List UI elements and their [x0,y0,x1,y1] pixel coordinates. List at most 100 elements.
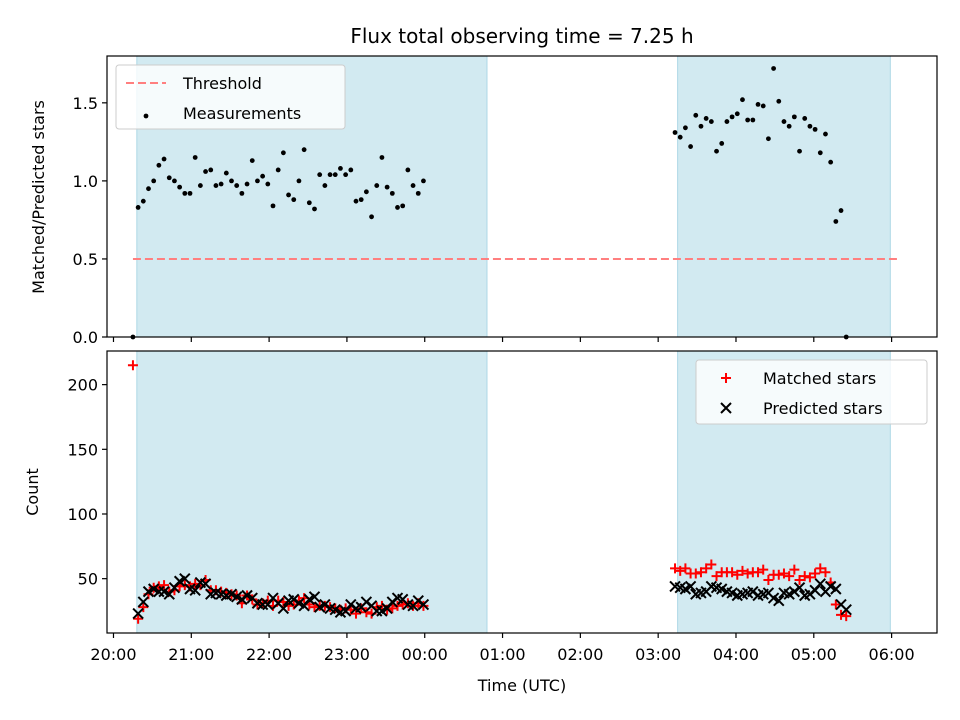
measurement-point [714,148,719,154]
matched-star-point [836,609,847,620]
predicted-star-point [132,607,144,620]
bottom-axes-frame [106,350,938,634]
top-legend-box [115,64,346,130]
bottom-legend-box [695,359,928,425]
measurement-point [270,203,276,209]
measurement-point [405,167,411,173]
bottom-y-tick-label: 200 [67,376,98,395]
measurement-point [197,183,203,188]
predicted-star-point [793,582,806,594]
measurement-point [729,114,735,120]
measurement-point [745,117,751,123]
measurement-point [781,119,787,124]
bottom-panel: Count 50 100 150 200 20:00 21:00 22:00 23:00 00:… [23,350,938,664]
measurement-point [343,172,349,178]
predicted-star-point [417,598,430,611]
measurement-point [353,198,359,204]
measurement-point [817,150,823,156]
measurement-point [312,206,317,212]
measurement-point [693,112,699,118]
measurement-point [421,178,426,184]
legend-matched-marker [721,373,731,383]
matched-star-point [701,563,712,574]
x-tick-label: 02:00 [557,645,603,664]
matched-star-point [815,563,826,574]
measurement-point [389,190,395,196]
measurement-point [797,148,802,154]
matched-star-point [695,567,706,578]
measurement-point [218,181,224,187]
measurement-point [395,205,400,210]
measurement-point [374,183,380,188]
top-legend: Threshold Measurements [115,64,346,130]
matched-star-point [711,571,722,582]
top-panel: Matched/Predicted stars 0.0 0.5 1.0 1.5 Thre… [29,55,938,347]
measurement-point [766,136,771,142]
predicted-star-point [137,596,150,608]
measurement-point [229,178,234,184]
measurement-point [280,150,286,156]
legend-label: Threshold [182,74,262,93]
top-axes-frame [106,55,938,338]
measurement-point [724,119,730,124]
measurement-point [776,98,782,104]
legend-predicted-marker [720,402,732,414]
measurement-point [384,184,390,190]
measurement-point [750,117,756,123]
matched-star-point [841,611,852,622]
matched-star-point [727,567,738,578]
measurement-point [203,169,208,174]
measurement-point [151,178,157,184]
measurement-point [177,184,183,190]
matched-star-point [763,574,774,585]
x-tick-label: 20:00 [90,645,136,664]
measurement-point [208,167,214,173]
x-tick-label: 04:00 [713,645,759,664]
x-tick-label: 23:00 [324,645,370,664]
predicted-star-point [840,604,852,616]
measurement-point [358,197,364,203]
measurement-point [213,183,219,188]
matched-star-point [794,574,805,585]
x-tick-label: 00:00 [402,645,448,664]
measurement-point [275,167,281,173]
bottom-y-tick-label: 150 [67,440,98,459]
predicted-star-point [179,572,191,585]
measurement-point [260,173,266,179]
measurement-point [740,97,745,103]
matched-star-point [804,572,815,583]
measurement-point [823,131,828,137]
matched-star-point [127,360,138,371]
measurement-point [672,130,678,135]
measurement-point [161,156,167,162]
matched-star-point [737,565,748,576]
x-tick-label: 05:00 [791,645,837,664]
x-tick-label: 01:00 [479,645,525,664]
measurement-point [734,111,740,117]
x-axis-label: Time (UTC) [477,676,566,695]
bottom-legend: Matched stars Predicted stars [695,359,928,425]
top-y-axis-label: Matched/Predicted stars [29,100,48,294]
matched-star-point [133,613,144,624]
predicted-star-point [199,578,212,590]
measurement-point [332,172,338,178]
measurement-point [828,159,834,165]
predicted-star-point [277,602,290,615]
matched-star-point [680,563,691,574]
measurement-point [363,189,369,195]
measurement-point [415,190,421,196]
measurement-point [223,170,229,176]
measurement-point [156,162,162,168]
matched-star-point [820,567,831,578]
measurement-point [760,103,766,109]
top-y-tick-label: 1.5 [73,94,98,113]
legend-measurement-marker [143,113,149,119]
measurement-point [677,134,683,140]
measurement-point [255,178,260,184]
matched-star-point [361,607,372,618]
measurement-point [812,126,818,132]
measurement-point [301,147,307,153]
measurement-point [234,183,240,188]
matched-star-point [830,599,841,610]
